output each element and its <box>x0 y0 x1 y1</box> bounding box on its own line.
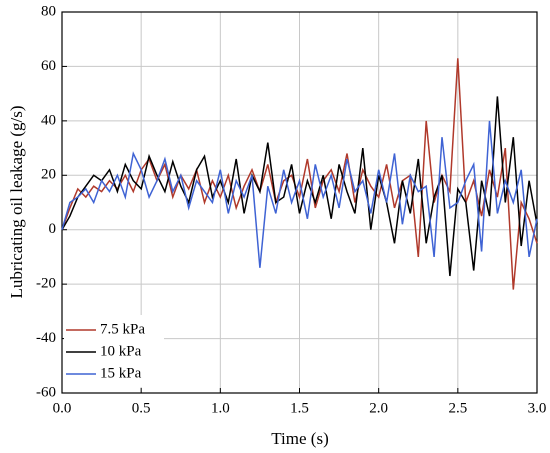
y-tick-label: 20 <box>41 167 56 183</box>
y-tick-label: -40 <box>36 330 56 346</box>
y-axis-label: Lubricating oil leakage (g/s) <box>7 105 26 298</box>
x-tick-label: 3.0 <box>528 400 547 416</box>
y-tick-label: 0 <box>49 221 57 237</box>
x-tick-label: 1.0 <box>211 400 230 416</box>
y-tick-label: 40 <box>41 112 56 128</box>
x-tick-label: 0.5 <box>132 400 151 416</box>
series-line <box>61 96 538 277</box>
x-tick-label: 0.0 <box>53 400 72 416</box>
x-tick-label: 2.5 <box>448 400 467 416</box>
y-tick-label: 60 <box>41 58 56 74</box>
series-line <box>61 120 538 268</box>
x-tick-label: 1.5 <box>290 400 309 416</box>
y-tick-label: -20 <box>36 276 56 292</box>
legend-label: 7.5 kPa <box>100 321 145 337</box>
y-tick-label: -60 <box>36 384 56 400</box>
legend-label: 15 kPa <box>100 365 142 381</box>
legend-box <box>64 315 164 387</box>
x-axis-label: Time (s) <box>271 429 328 448</box>
y-tick-label: 80 <box>41 3 56 19</box>
x-tick-label: 2.0 <box>369 400 388 416</box>
plot-frame <box>61 11 538 394</box>
legend-label: 10 kPa <box>100 343 142 359</box>
